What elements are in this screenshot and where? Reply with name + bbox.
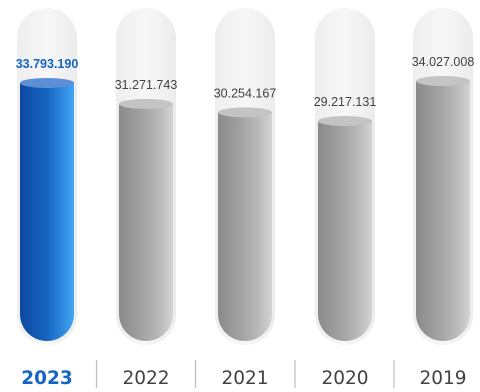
value-label-2019: 34.027.008: [412, 55, 475, 69]
value-label-2022: 31.271.743: [115, 78, 178, 92]
year-label-2023: 2023: [21, 368, 73, 389]
bar-cap-2023: [20, 77, 74, 88]
bar-2021: [218, 112, 272, 341]
year-label-2022: 2022: [122, 368, 169, 389]
value-label-2023: 33.793.190: [16, 57, 79, 71]
bar-2020: [318, 121, 372, 341]
value-label-2021: 30.254.167: [214, 86, 277, 100]
value-label-2020: 29.217.131: [314, 95, 377, 109]
bar-cap-2019: [416, 76, 470, 86]
year-label-2020: 2020: [321, 368, 368, 389]
bar-2019: [416, 81, 470, 341]
bar-cap-2020: [318, 116, 372, 126]
year-label-2021: 2021: [221, 368, 268, 389]
bar-cap-2021: [218, 107, 272, 118]
bar-2022: [119, 103, 173, 341]
year-label-2019: 2019: [419, 368, 466, 389]
bar-2023: [20, 82, 74, 341]
bar-cap-2022: [119, 98, 173, 109]
